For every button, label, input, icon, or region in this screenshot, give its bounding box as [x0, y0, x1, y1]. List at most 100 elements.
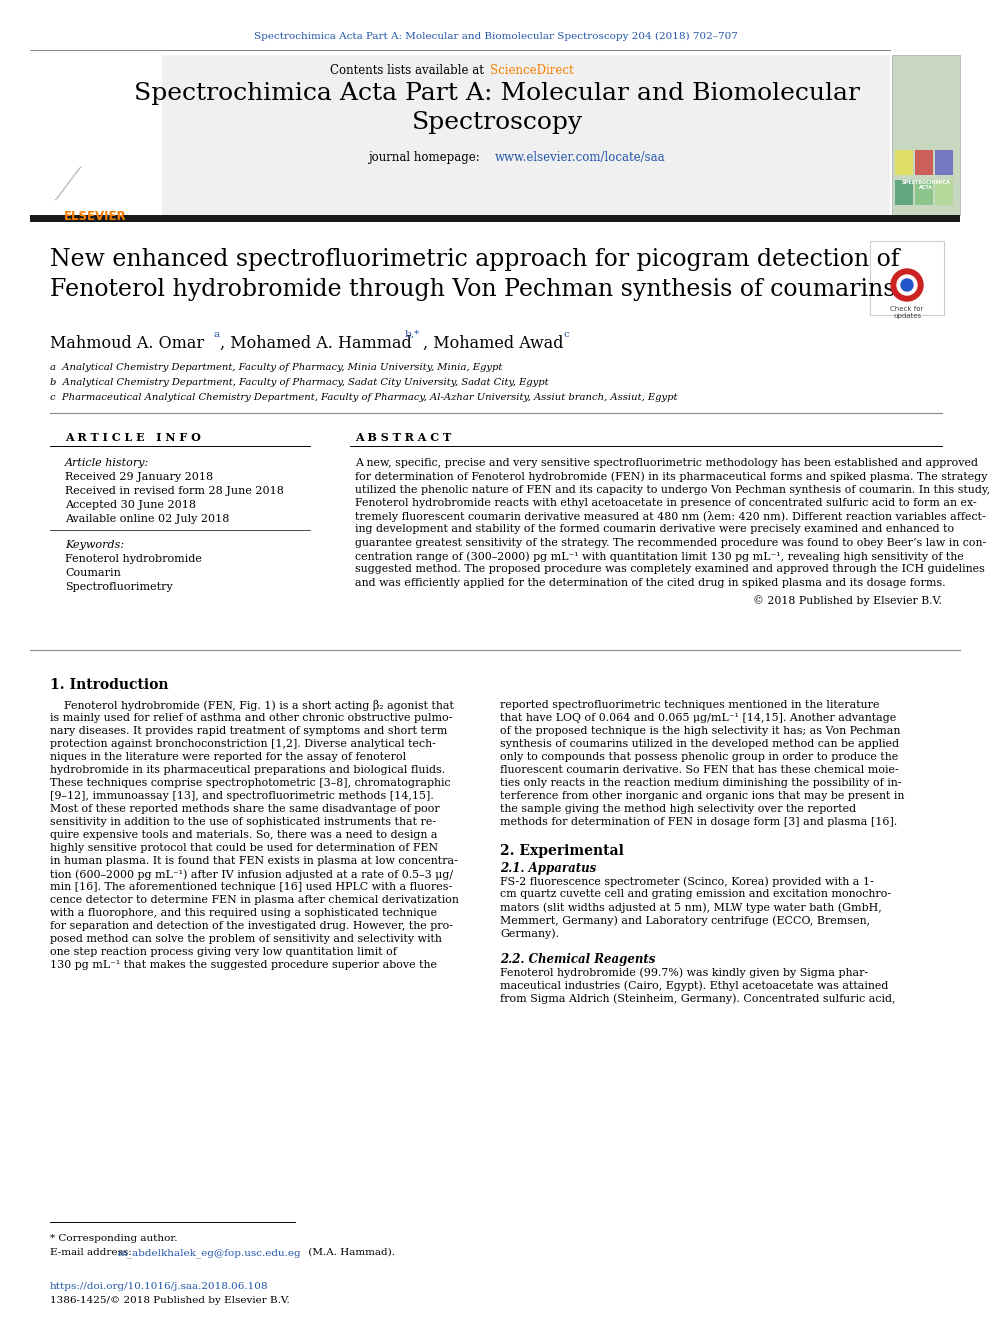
Bar	[895, 149, 913, 175]
Text: ScienceDirect: ScienceDirect	[490, 65, 573, 78]
Text: and was efficiently applied for the determination of the cited drug in spiked pl: and was efficiently applied for the dete…	[355, 578, 945, 587]
Text: 2. Experimental: 2. Experimental	[500, 844, 624, 859]
Text: A B S T R A C T: A B S T R A C T	[355, 433, 451, 443]
Text: b,*: b,*	[405, 329, 421, 339]
Text: ing development and stability of the formed coumarin derivative were precisely e: ing development and stability of the for…	[355, 524, 954, 534]
Text: b  Analytical Chemistry Department, Faculty of Pharmacy, Sadat City University, : b Analytical Chemistry Department, Facul…	[50, 378, 549, 388]
Text: New enhanced spectrofluorimetric approach for picogram detection of
Fenoterol hy: New enhanced spectrofluorimetric approac…	[50, 247, 900, 300]
Text: Coumarin: Coumarin	[65, 568, 121, 578]
Text: reported spectrofluorimetric techniques mentioned in the literature: reported spectrofluorimetric techniques …	[500, 700, 880, 710]
Text: c: c	[563, 329, 568, 339]
Text: sensitivity in addition to the use of sophisticated instruments that re-: sensitivity in addition to the use of so…	[50, 818, 436, 827]
Text: highly sensitive protocol that could be used for determination of FEN: highly sensitive protocol that could be …	[50, 843, 438, 853]
Text: Memmert, Germany) and Laboratory centrifuge (ECCO, Bremsen,: Memmert, Germany) and Laboratory centrif…	[500, 916, 870, 926]
Bar	[870, 241, 944, 315]
Bar	[935, 180, 953, 205]
Text: m_abdelkhalek_eg@fop.usc.edu.eg: m_abdelkhalek_eg@fop.usc.edu.eg	[118, 1248, 302, 1258]
Text: ties only reacts in the reaction medium diminishing the possibility of in-: ties only reacts in the reaction medium …	[500, 778, 902, 789]
Text: journal homepage:: journal homepage:	[368, 151, 483, 164]
Bar	[892, 56, 960, 216]
Text: niques in the literature were reported for the assay of fenoterol: niques in the literature were reported f…	[50, 751, 406, 762]
Text: These techniques comprise spectrophotometric [3–8], chromatographic: These techniques comprise spectrophotome…	[50, 778, 450, 789]
Text: Mahmoud A. Omar: Mahmoud A. Omar	[50, 335, 204, 352]
Text: hydrobromide in its pharmaceutical preparations and biological fluids.: hydrobromide in its pharmaceutical prepa…	[50, 765, 445, 775]
Text: www.elsevier.com/locate/saa: www.elsevier.com/locate/saa	[495, 151, 666, 164]
Text: E-mail address:: E-mail address:	[50, 1248, 135, 1257]
Text: utilized the phenolic nature of FEN and its capacity to undergo Von Pechman synt: utilized the phenolic nature of FEN and …	[355, 484, 990, 495]
Text: for determination of Fenoterol hydrobromide (FEN) in its pharmaceutical forms an: for determination of Fenoterol hydrobrom…	[355, 471, 987, 482]
Text: one step reaction process giving very low quantitation limit of: one step reaction process giving very lo…	[50, 947, 397, 957]
Text: https://doi.org/10.1016/j.saa.2018.06.108: https://doi.org/10.1016/j.saa.2018.06.10…	[50, 1282, 269, 1291]
Text: for separation and detection of the investigated drug. However, the pro-: for separation and detection of the inve…	[50, 921, 453, 931]
Text: suggested method. The proposed procedure was completely examined and approved th: suggested method. The proposed procedure…	[355, 565, 985, 574]
Text: Keywords:: Keywords:	[65, 540, 124, 550]
Text: maceutical industries (Cairo, Egypt). Ethyl acetoacetate was attained: maceutical industries (Cairo, Egypt). Et…	[500, 980, 889, 991]
Text: * Corresponding author.: * Corresponding author.	[50, 1234, 178, 1244]
Text: only to compounds that possess phenolic group in order to produce the: only to compounds that possess phenolic …	[500, 751, 898, 762]
Text: terference from other inorganic and organic ions that may be present in: terference from other inorganic and orga…	[500, 791, 905, 800]
Text: is mainly used for relief of asthma and other chronic obstructive pulmo-: is mainly used for relief of asthma and …	[50, 713, 452, 722]
Text: methods for determination of FEN in dosage form [3] and plasma [16].: methods for determination of FEN in dosa…	[500, 818, 897, 827]
Text: tion (600–2000 pg mL⁻¹) after IV infusion adjusted at a rate of 0.5–3 μg/: tion (600–2000 pg mL⁻¹) after IV infusio…	[50, 869, 453, 880]
Text: min [16]. The aforementioned technique [16] used HPLC with a fluores-: min [16]. The aforementioned technique […	[50, 882, 452, 892]
Text: [9–12], immunoassay [13], and spectrofluorimetric methods [14,15].: [9–12], immunoassay [13], and spectroflu…	[50, 791, 434, 800]
Text: 1386-1425/© 2018 Published by Elsevier B.V.: 1386-1425/© 2018 Published by Elsevier B…	[50, 1297, 290, 1304]
Circle shape	[901, 279, 913, 291]
Text: Spectrofluorimetry: Spectrofluorimetry	[65, 582, 173, 591]
Text: , Mohamed Awad: , Mohamed Awad	[423, 335, 563, 352]
Circle shape	[891, 269, 923, 302]
Text: cence detector to determine FEN in plasma after chemical derivatization: cence detector to determine FEN in plasm…	[50, 894, 459, 905]
Text: 130 pg mL⁻¹ that makes the suggested procedure superior above the: 130 pg mL⁻¹ that makes the suggested pro…	[50, 960, 437, 970]
Text: © 2018 Published by Elsevier B.V.: © 2018 Published by Elsevier B.V.	[753, 595, 942, 606]
Text: Contents lists available at: Contents lists available at	[330, 65, 488, 78]
Bar	[915, 149, 933, 175]
Text: in human plasma. It is found that FEN exists in plasma at low concentra-: in human plasma. It is found that FEN ex…	[50, 856, 458, 867]
Text: Check for
updates: Check for updates	[890, 306, 924, 319]
Text: centration range of (300–2000) pg mL⁻¹ with quantitation limit 130 pg mL⁻¹, reve: centration range of (300–2000) pg mL⁻¹ w…	[355, 552, 964, 562]
Text: A R T I C L E   I N F O: A R T I C L E I N F O	[65, 433, 200, 443]
Text: c  Pharmaceutical Analytical Chemistry Department, Faculty of Pharmacy, Al-Azhar: c Pharmaceutical Analytical Chemistry De…	[50, 393, 678, 402]
Text: fluorescent coumarin derivative. So FEN that has these chemical moie-: fluorescent coumarin derivative. So FEN …	[500, 765, 899, 775]
Bar	[48, 120, 132, 200]
Text: mators (slit widths adjusted at 5 nm), MLW type water bath (GmbH,: mators (slit widths adjusted at 5 nm), M…	[500, 902, 882, 913]
Text: Spectrochimica Acta Part A: Molecular and Biomolecular
Spectroscopy: Spectrochimica Acta Part A: Molecular an…	[134, 82, 860, 134]
Text: FS-2 fluorescence spectrometer (Scinco, Korea) provided with a 1-: FS-2 fluorescence spectrometer (Scinco, …	[500, 876, 874, 886]
Text: SPECTROCHIMICA
ACTA: SPECTROCHIMICA ACTA	[902, 180, 950, 191]
Bar	[30, 216, 960, 222]
Text: Fenoterol hydrobromide (FEN, Fig. 1) is a short acting β₂ agonist that: Fenoterol hydrobromide (FEN, Fig. 1) is …	[50, 700, 454, 710]
Text: Accepted 30 June 2018: Accepted 30 June 2018	[65, 500, 196, 509]
Text: , Mohamed A. Hammad: , Mohamed A. Hammad	[220, 335, 412, 352]
Text: tremely fluorescent coumarin derivative measured at 480 nm (λem: 420 nm). Differ: tremely fluorescent coumarin derivative …	[355, 511, 986, 523]
Bar	[895, 180, 913, 205]
Text: Available online 02 July 2018: Available online 02 July 2018	[65, 515, 229, 524]
Text: 1. Introduction: 1. Introduction	[50, 677, 169, 692]
Text: Fenoterol hydrobromide (99.7%) was kindly given by Sigma phar-: Fenoterol hydrobromide (99.7%) was kindl…	[500, 967, 868, 978]
Text: of the proposed technique is the high selectivity it has; as Von Pechman: of the proposed technique is the high se…	[500, 726, 901, 736]
Text: from Sigma Aldrich (Steinheim, Germany). Concentrated sulfuric acid,: from Sigma Aldrich (Steinheim, Germany).…	[500, 994, 896, 1004]
Text: that have LOQ of 0.064 and 0.065 μg/mL⁻¹ [14,15]. Another advantage: that have LOQ of 0.064 and 0.065 μg/mL⁻¹…	[500, 713, 896, 722]
Text: A new, specific, precise and very sensitive spectrofluorimetric methodology has : A new, specific, precise and very sensit…	[355, 458, 978, 468]
Text: Received in revised form 28 June 2018: Received in revised form 28 June 2018	[65, 486, 284, 496]
Text: posed method can solve the problem of sensitivity and selectivity with: posed method can solve the problem of se…	[50, 934, 441, 945]
Text: cm quartz cuvette cell and grating emission and excitation monochro-: cm quartz cuvette cell and grating emiss…	[500, 889, 891, 900]
Text: Fenoterol hydrobromide: Fenoterol hydrobromide	[65, 554, 202, 564]
Bar	[915, 180, 933, 205]
Text: Fenoterol hydrobromide reacts with ethyl acetoacetate in presence of concentrate: Fenoterol hydrobromide reacts with ethyl…	[355, 497, 977, 508]
Text: (M.A. Hammad).: (M.A. Hammad).	[305, 1248, 395, 1257]
Bar	[935, 149, 953, 175]
Text: protection against bronchoconstriction [1,2]. Diverse analytical tech-: protection against bronchoconstriction […	[50, 740, 435, 749]
Text: Article history:: Article history:	[65, 458, 149, 468]
Text: a: a	[213, 329, 219, 339]
Bar	[32, 56, 162, 216]
Text: nary diseases. It provides rapid treatment of symptoms and short term: nary diseases. It provides rapid treatme…	[50, 726, 447, 736]
Text: with a fluorophore, and this required using a sophisticated technique: with a fluorophore, and this required us…	[50, 908, 437, 918]
Text: 2.1. Apparatus: 2.1. Apparatus	[500, 863, 596, 875]
Text: ELSEVIER: ELSEVIER	[63, 210, 126, 224]
Text: Spectrochimica Acta Part A: Molecular and Biomolecular Spectroscopy 204 (2018) 7: Spectrochimica Acta Part A: Molecular an…	[254, 32, 738, 41]
Text: guarantee greatest sensitivity of the strategy. The recommended procedure was fo: guarantee greatest sensitivity of the st…	[355, 538, 986, 548]
Text: Most of these reported methods share the same disadvantage of poor: Most of these reported methods share the…	[50, 804, 439, 814]
Text: synthesis of coumarins utilized in the developed method can be applied: synthesis of coumarins utilized in the d…	[500, 740, 899, 749]
Text: the sample giving the method high selectivity over the reported: the sample giving the method high select…	[500, 804, 856, 814]
Circle shape	[897, 275, 917, 295]
Text: 2.2. Chemical Reagents: 2.2. Chemical Reagents	[500, 953, 656, 966]
